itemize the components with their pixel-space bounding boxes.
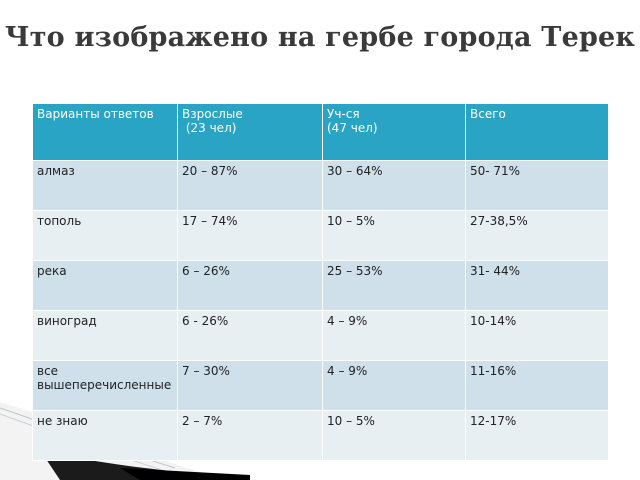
- table-cell: 17 – 74%: [177, 210, 323, 261]
- table-cell: алмаз: [32, 160, 178, 211]
- table-cell: 20 – 87%: [177, 160, 323, 211]
- table-cell: 6 - 26%: [177, 310, 323, 361]
- table-cell: река: [32, 260, 178, 311]
- table-cell: 4 – 9%: [322, 360, 466, 411]
- table-row: алмаз 20 – 87% 30 – 64% 50- 71%: [32, 160, 609, 211]
- table-cell: все вышеперечисленные: [32, 360, 178, 411]
- survey-results-table: Варианты ответов Взрослые (23 чел) Уч-ся…: [32, 103, 609, 461]
- table-cell: 10 – 5%: [322, 410, 466, 461]
- header-adults: Взрослые (23 чел): [177, 103, 323, 161]
- header-label: Варианты ответов: [37, 107, 154, 121]
- header-answer-options: Варианты ответов: [32, 103, 178, 161]
- table-cell: 2 – 7%: [177, 410, 323, 461]
- slide-title: Что изображено на гербе города Терек: [4, 22, 636, 53]
- table-cell: 25 – 53%: [322, 260, 466, 311]
- table-cell: 10 – 5%: [322, 210, 466, 261]
- table-cell: 10-14%: [465, 310, 609, 361]
- table-cell: 50- 71%: [465, 160, 609, 211]
- table-cell: виноград: [32, 310, 178, 361]
- table-header-row: Варианты ответов Взрослые (23 чел) Уч-ся…: [32, 103, 609, 161]
- table-cell: 30 – 64%: [322, 160, 466, 211]
- table-cell: 6 – 26%: [177, 260, 323, 311]
- table-cell: 27-38,5%: [465, 210, 609, 261]
- header-label: Всего: [470, 107, 506, 121]
- table-row: все вышеперечисленные 7 – 30% 4 – 9% 11-…: [32, 360, 609, 411]
- header-total: Всего: [465, 103, 609, 161]
- table-row: река 6 – 26% 25 – 53% 31- 44%: [32, 260, 609, 311]
- table-cell: 11-16%: [465, 360, 609, 411]
- table-cell: 7 – 30%: [177, 360, 323, 411]
- header-label: Взрослые (23 чел): [182, 107, 243, 135]
- table-cell: тополь: [32, 210, 178, 261]
- table-row: тополь 17 – 74% 10 – 5% 27-38,5%: [32, 210, 609, 261]
- table-cell: 4 – 9%: [322, 310, 466, 361]
- table-cell: 31- 44%: [465, 260, 609, 311]
- header-label: Уч-ся (47 чел): [327, 107, 378, 135]
- table-row: не знаю 2 – 7% 10 – 5% 12-17%: [32, 410, 609, 461]
- header-students: Уч-ся (47 чел): [322, 103, 466, 161]
- table-cell: не знаю: [32, 410, 178, 461]
- table-row: виноград 6 - 26% 4 – 9% 10-14%: [32, 310, 609, 361]
- table-cell: 12-17%: [465, 410, 609, 461]
